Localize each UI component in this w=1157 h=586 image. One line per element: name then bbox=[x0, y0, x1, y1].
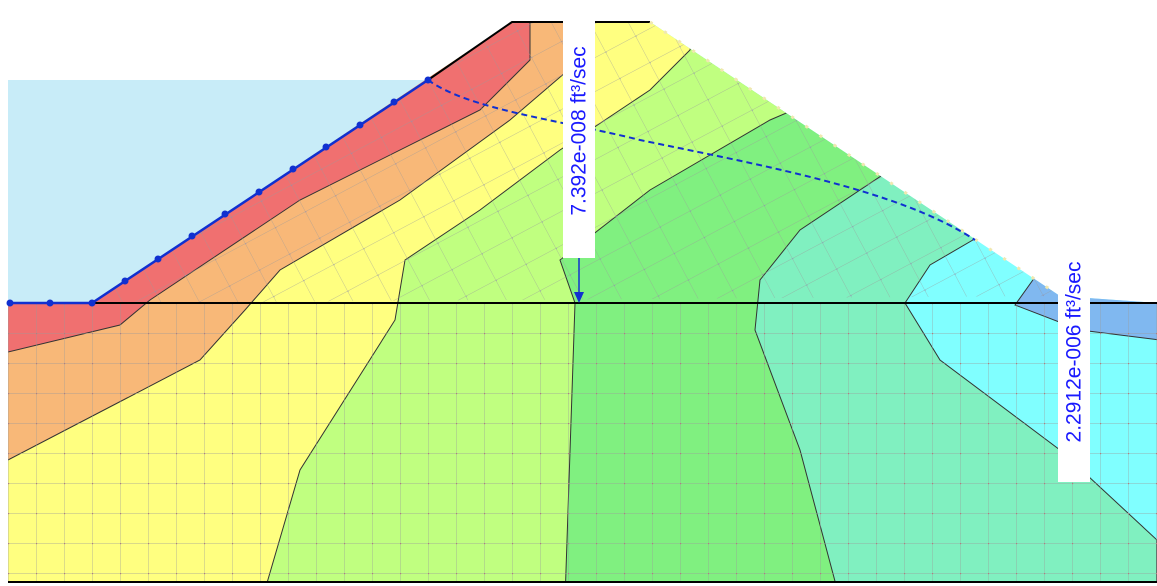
reservoir-water bbox=[8, 80, 428, 303]
flux-label: 2.2912e-006 ft³/sec bbox=[1063, 262, 1086, 443]
flux-arrowhead bbox=[574, 292, 584, 303]
flux-label-box bbox=[563, 4, 595, 258]
phreatic-line bbox=[427, 79, 976, 241]
boundary-nodes bbox=[6, 76, 432, 307]
seepage-face bbox=[649, 20, 1061, 298]
dam-crest bbox=[427, 21, 650, 81]
flux-label-box bbox=[1058, 222, 1090, 482]
mesh-foundation bbox=[8, 303, 1157, 582]
flux-label: 7.392e-008 ft³/sec bbox=[568, 46, 591, 215]
